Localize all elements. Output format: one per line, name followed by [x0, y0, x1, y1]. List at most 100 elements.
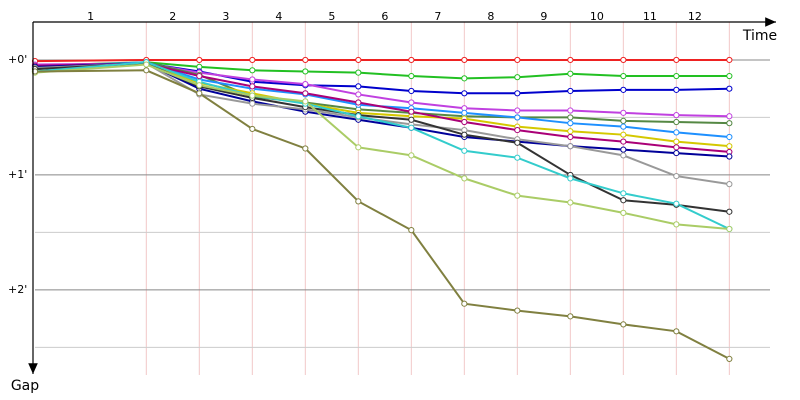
point	[408, 108, 415, 115]
point	[726, 143, 733, 150]
point	[143, 67, 150, 74]
point	[567, 70, 574, 77]
point	[567, 313, 574, 320]
point	[302, 90, 309, 97]
point	[461, 90, 468, 97]
point	[726, 85, 733, 92]
point	[355, 83, 362, 90]
plot	[31, 56, 733, 363]
x-tick-label: 1	[87, 10, 94, 23]
point	[249, 67, 256, 74]
point	[726, 153, 733, 160]
point	[567, 199, 574, 206]
point	[567, 87, 574, 95]
point	[196, 90, 203, 97]
point	[567, 107, 574, 114]
point	[673, 138, 680, 145]
point	[567, 175, 574, 182]
point	[249, 100, 256, 107]
point	[461, 131, 468, 138]
point	[620, 138, 627, 145]
point	[408, 124, 415, 131]
point	[567, 133, 574, 141]
point	[673, 86, 680, 93]
x-tick-label: 3	[222, 10, 229, 23]
point	[726, 181, 733, 188]
point	[726, 56, 733, 64]
y-tick-label: +0'	[8, 53, 27, 66]
point	[302, 56, 309, 64]
point	[620, 146, 627, 153]
x-tick-label: 5	[328, 10, 335, 23]
point	[620, 117, 627, 124]
point	[620, 321, 627, 328]
point	[514, 192, 521, 199]
point	[302, 68, 309, 75]
point	[461, 300, 468, 307]
point	[673, 144, 680, 151]
point	[408, 72, 415, 80]
point	[673, 172, 680, 180]
point	[408, 152, 415, 159]
point	[620, 56, 627, 64]
point	[620, 131, 627, 138]
x-tick-label: 11	[643, 10, 657, 23]
point	[355, 144, 362, 151]
point	[726, 120, 733, 127]
point	[302, 80, 309, 88]
point	[408, 87, 415, 95]
x-tick-label: 8	[487, 10, 494, 23]
point	[673, 328, 680, 335]
point	[196, 72, 203, 80]
point	[461, 147, 468, 154]
point	[355, 91, 362, 98]
point	[620, 209, 627, 216]
point	[514, 56, 521, 64]
point	[726, 208, 733, 215]
point	[620, 86, 627, 93]
point	[620, 123, 627, 130]
x-tick-label: 10	[590, 10, 604, 23]
point	[196, 82, 203, 89]
point	[673, 56, 680, 64]
point	[408, 56, 415, 64]
point	[673, 72, 680, 80]
point	[567, 56, 574, 64]
point	[249, 125, 256, 133]
point	[567, 128, 574, 135]
point	[302, 145, 309, 152]
point	[143, 61, 150, 68]
point	[461, 56, 468, 64]
point	[726, 133, 733, 141]
point	[514, 107, 521, 114]
y-axis-title: Gap	[11, 378, 39, 394]
x-tick-label: 2	[169, 10, 176, 23]
point	[514, 114, 521, 121]
point	[514, 126, 521, 134]
point	[567, 120, 574, 127]
point	[461, 175, 468, 182]
point	[620, 197, 627, 204]
point	[726, 225, 733, 233]
point	[620, 152, 627, 159]
point	[355, 198, 362, 205]
point	[514, 90, 521, 97]
point	[355, 99, 362, 106]
point	[355, 113, 362, 120]
point	[567, 114, 574, 121]
point	[302, 98, 309, 105]
x-axis-title: Time	[742, 28, 777, 44]
x-tick-label: 6	[381, 10, 388, 23]
point	[726, 72, 733, 80]
point	[249, 56, 256, 64]
point	[673, 129, 680, 136]
point	[673, 118, 680, 126]
point	[514, 154, 521, 161]
x-tick-label: 4	[275, 10, 282, 23]
point	[461, 109, 468, 116]
y-tick-label: +2'	[8, 283, 27, 296]
y-tick-label: +1'	[8, 168, 27, 181]
point	[355, 56, 362, 64]
x-tick-label: 9	[540, 10, 547, 23]
